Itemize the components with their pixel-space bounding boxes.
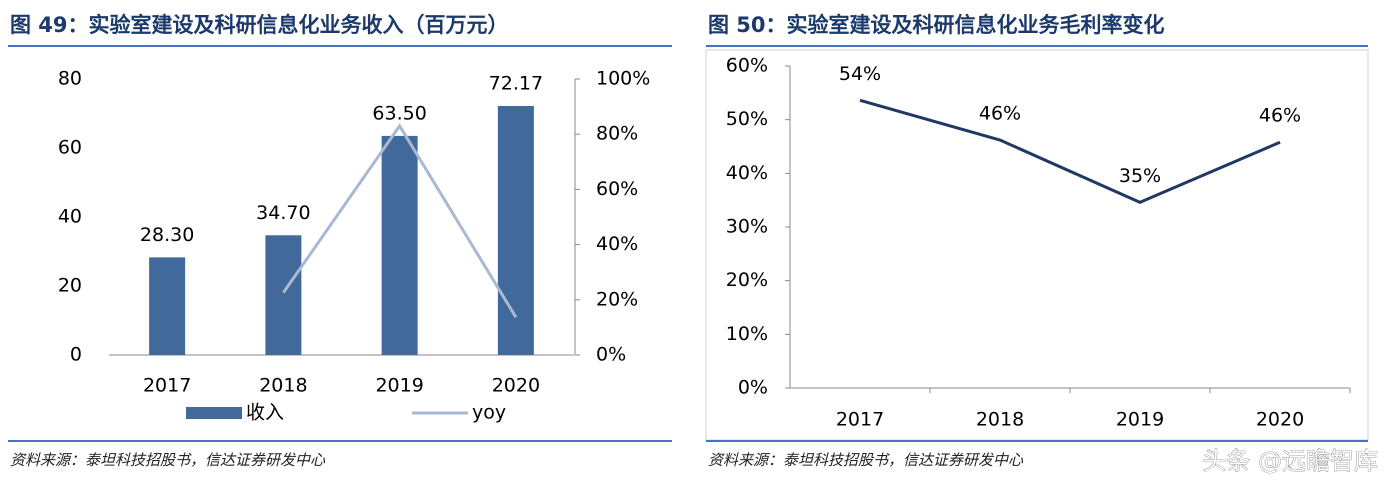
- line: [282, 123, 518, 318]
- y-tick-label: 30%: [726, 216, 768, 238]
- value-label: 46%: [979, 103, 1021, 125]
- y2-tick-label: 80%: [596, 123, 638, 145]
- y-tick-label: 40: [58, 206, 82, 228]
- y2-tick-label: 40%: [596, 233, 638, 255]
- value-label: 28.30: [140, 224, 194, 246]
- value-label: 63.50: [372, 102, 426, 124]
- legend-label: yoy: [472, 402, 506, 424]
- y2-tick-label: 100%: [596, 68, 650, 90]
- legend-swatch: [186, 407, 242, 419]
- y-tick-label: 40%: [726, 162, 768, 184]
- y-tick-label: 20%: [726, 269, 768, 291]
- legend-label: 收入: [246, 402, 284, 424]
- y-tick-label: 0%: [738, 377, 768, 399]
- bar: [149, 257, 186, 355]
- value-label: 54%: [839, 63, 881, 85]
- y-tick-label: 50%: [726, 108, 768, 130]
- source: 资料来源：泰坦科技招股书，信达证券研发中心: [10, 451, 326, 469]
- bar: [265, 235, 302, 355]
- chart-title: 图 49：实验室建设及科研信息化业务收入（百万元）: [10, 13, 509, 37]
- x-tick-label: 2020: [1256, 409, 1304, 431]
- x-tick-label: 2019: [1116, 409, 1164, 431]
- y2-tick-label: 60%: [596, 178, 638, 200]
- y-tick-label: 0: [70, 344, 82, 366]
- x-tick-label: 2018: [976, 409, 1024, 431]
- chart-title: 图 50：实验室建设及科研信息化业务毛利率变化: [708, 13, 1165, 37]
- value-label: 46%: [1259, 105, 1301, 127]
- y-tick-label: 80: [58, 68, 82, 90]
- x-tick-label: 2018: [259, 375, 307, 397]
- y-tick-label: 60%: [726, 55, 768, 77]
- y-tick-label: 10%: [726, 323, 768, 345]
- value-label: 72.17: [489, 73, 543, 95]
- line: [859, 98, 1281, 204]
- value-label: 35%: [1119, 165, 1161, 187]
- y2-tick-label: 20%: [596, 288, 638, 310]
- x-tick-label: 2020: [492, 375, 540, 397]
- x-tick-label: 2019: [375, 375, 423, 397]
- y2-tick-label: 0%: [596, 344, 626, 366]
- bar: [381, 135, 418, 355]
- x-tick-label: 2017: [143, 375, 191, 397]
- watermark: 头条 @远瞻智库: [1202, 447, 1378, 475]
- value-label: 34.70: [256, 202, 310, 224]
- y-tick-label: 20: [58, 275, 82, 297]
- y-tick-label: 60: [58, 137, 82, 159]
- bar: [497, 106, 534, 356]
- source: 资料来源：泰坦科技招股书，信达证券研发中心: [708, 451, 1024, 469]
- x-tick-label: 2017: [836, 409, 884, 431]
